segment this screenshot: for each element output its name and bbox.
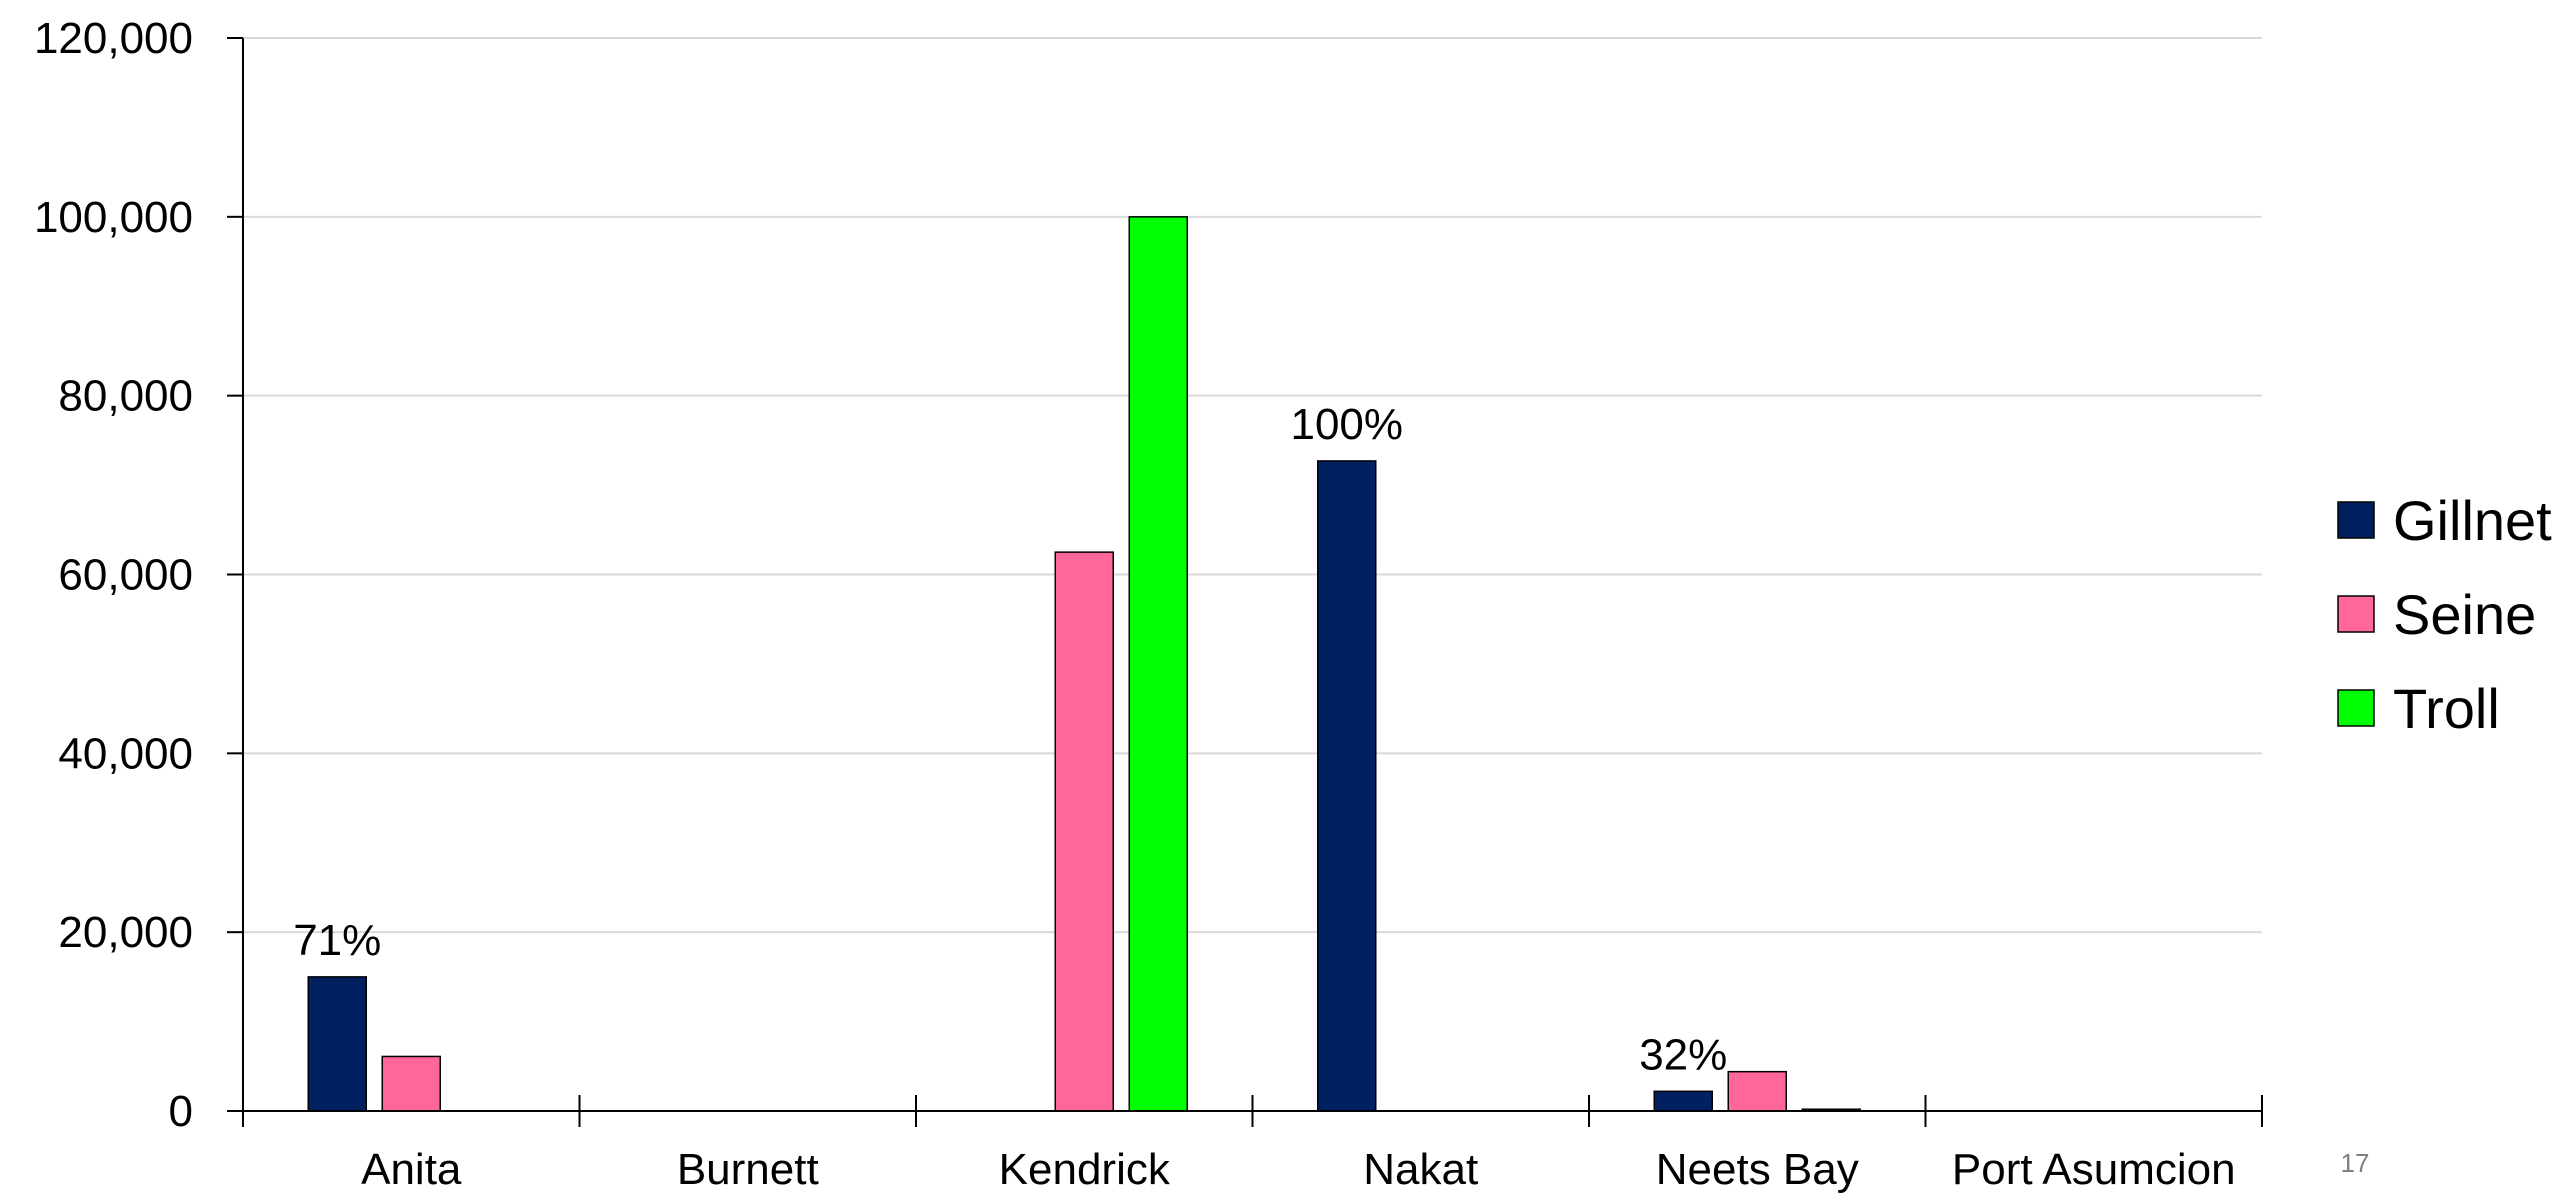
legend-swatch-gillnet (2337, 501, 2375, 539)
y-tick-label: 80,000 (58, 372, 193, 421)
data-annotation: 100% (1290, 400, 1403, 449)
x-tick-label: Neets Bay (1656, 1145, 1859, 1194)
legend-label-seine: Seine (2393, 583, 2536, 646)
axes (227, 37, 2263, 1127)
y-tick-label: 120,000 (34, 14, 193, 63)
y-tick-label: 100,000 (34, 193, 193, 242)
data-annotation: 71% (293, 916, 381, 965)
bar-gillnet-anita (307, 976, 367, 1112)
data-annotations: 71% 100% 32% (293, 400, 1727, 1079)
bar-seine-kendrick (1054, 551, 1114, 1112)
y-tick-label: 20,000 (58, 908, 193, 957)
x-tick-label: Port Asumcion (1952, 1145, 2236, 1194)
legend-label-gillnet: Gillnet (2393, 489, 2552, 552)
bar-seine-neets-bay (1727, 1070, 1787, 1112)
y-tick-label: 0 (169, 1087, 193, 1136)
y-tick-labels: 0 20,000 40,000 60,000 80,000 100,000 120,000 (34, 14, 193, 1136)
page-number: 17 (2341, 1148, 2370, 1178)
bar-gillnet-neets-bay (1653, 1090, 1713, 1112)
legend-swatch-seine (2337, 595, 2375, 633)
y-tick-label: 60,000 (58, 551, 193, 600)
x-tick-label: Nakat (1363, 1145, 1478, 1194)
data-annotation: 32% (1639, 1030, 1727, 1079)
legend-swatch-troll (2337, 689, 2375, 727)
bar-gillnet-nakat (1317, 460, 1377, 1112)
legend: Gillnet Seine Troll (2337, 489, 2552, 740)
x-tick-label: Anita (361, 1145, 462, 1194)
y-tick-label: 40,000 (58, 729, 193, 778)
x-tick-labels: Anita Burnett Kendrick Nakat Neets Bay Port A… (361, 1145, 2235, 1194)
x-tick-label: Kendrick (999, 1145, 1171, 1194)
bar-troll-kendrick (1128, 216, 1188, 1112)
gridlines (243, 37, 2262, 934)
bars (307, 216, 1861, 1112)
legend-label-troll: Troll (2393, 677, 2500, 740)
bar-seine-anita (381, 1055, 441, 1112)
x-tick-label: Burnett (677, 1145, 819, 1194)
